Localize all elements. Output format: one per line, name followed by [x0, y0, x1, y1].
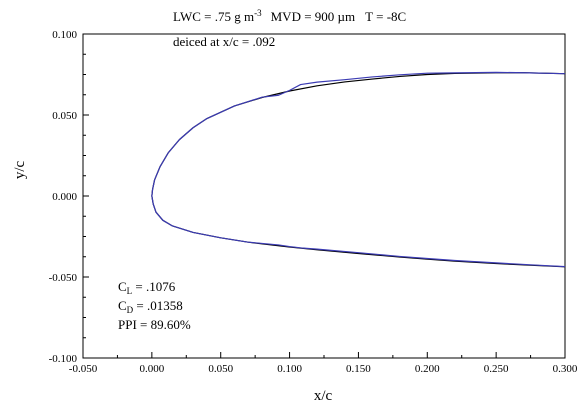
y-tick-label: 0.000 — [52, 191, 77, 203]
x-tick-label: 0.200 — [415, 363, 440, 375]
title-temperature: T = -8C — [365, 9, 406, 24]
iced-airfoil-line — [151, 71, 566, 268]
y-tick-label: -0.050 — [49, 272, 78, 284]
title-lwc: LWC = .75 g m — [173, 9, 254, 24]
y-tick-label: -0.100 — [49, 353, 78, 365]
y-axis-ticks: -0.100 -0.050 0.000 0.050 0.100 — [49, 29, 89, 365]
series-layer — [151, 71, 566, 268]
cl-subscript: L — [127, 286, 133, 296]
x-tick-label: 0.150 — [346, 363, 371, 375]
cl-value: = .1076 — [132, 279, 176, 294]
x-tick-label: -0.050 — [69, 363, 98, 375]
chart-subtitle: deiced at x/c = .092 — [173, 34, 275, 49]
y-tick-label: 0.050 — [52, 110, 77, 122]
cl-symbol: C — [118, 279, 127, 294]
chart-title: LWC = .75 g m-3 MVD = 900 µm T = -8C — [173, 8, 406, 24]
drag-coefficient: CD = .01358 — [118, 298, 183, 315]
ppi-value: PPI = 89.60% — [118, 317, 191, 332]
plot-area: -0.050 0.000 0.050 0.100 0.150 0.200 0.250 0.30… — [49, 29, 578, 375]
cd-symbol: C — [118, 298, 127, 313]
y-tick-label: 0.100 — [52, 29, 77, 41]
cd-subscript: D — [127, 305, 134, 315]
title-mvd: MVD = 900 µm — [271, 9, 356, 24]
clean-airfoil-line — [151, 72, 566, 268]
title-lwc-exponent: -3 — [254, 8, 262, 18]
x-axis-title: x/c — [314, 388, 333, 404]
lift-coefficient: CL = .1076 — [118, 279, 176, 296]
cd-value: = .01358 — [133, 298, 183, 313]
x-tick-label: 0.100 — [277, 363, 302, 375]
x-tick-label: 0.300 — [553, 363, 578, 375]
x-tick-label: 0.050 — [208, 363, 233, 375]
x-tick-label: 0.250 — [484, 363, 509, 375]
y-axis-title: y/c — [12, 160, 28, 179]
x-tick-label: 0.000 — [139, 363, 164, 375]
x-axis-ticks: -0.050 0.000 0.050 0.100 0.150 0.200 0.250 0.30… — [69, 352, 578, 375]
